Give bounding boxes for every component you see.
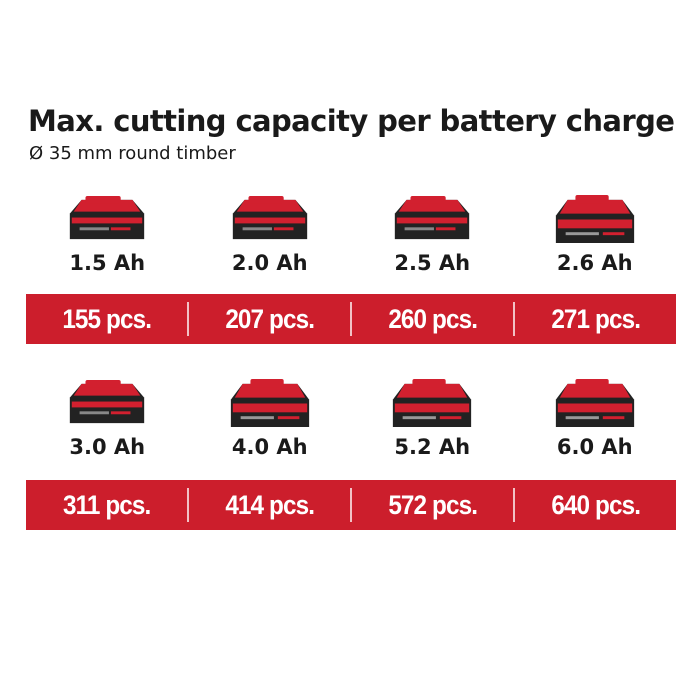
battery-card: 6.0 Ah xyxy=(514,376,677,459)
divider xyxy=(513,488,515,522)
battery-pack-icon xyxy=(232,196,307,240)
divider xyxy=(187,302,189,336)
battery-pack-icon xyxy=(555,195,634,243)
divider xyxy=(187,488,189,522)
pieces-value: 271 pcs. xyxy=(550,303,641,334)
battery-card: 2.5 Ah xyxy=(351,192,514,275)
battery-capacity: 2.6 Ah xyxy=(556,251,633,275)
pieces-value: 414 pcs. xyxy=(225,489,315,520)
battery-pack-icon xyxy=(393,379,472,427)
battery-pack-icon xyxy=(70,196,145,240)
pieces-band-2: 311 pcs. 414 pcs. 572 pcs. 640 pcs. xyxy=(26,480,676,530)
pieces-value: 260 pcs. xyxy=(388,303,478,334)
battery-card: 5.2 Ah xyxy=(351,376,514,459)
battery-capacity: 6.0 Ah xyxy=(556,435,633,459)
page-title: Max. cutting capacity per battery charge xyxy=(28,104,675,138)
divider xyxy=(350,302,352,336)
battery-row-2: 3.0 Ah 4.0 Ah 5.2 Ah 6.0 Ah xyxy=(26,376,676,459)
battery-card: 2.0 Ah xyxy=(189,192,352,275)
battery-capacity: 2.5 Ah xyxy=(394,251,471,275)
battery-pack-icon xyxy=(555,379,634,427)
pieces-value: 311 pcs. xyxy=(62,489,151,520)
battery-pack-icon xyxy=(70,380,145,424)
battery-row-1: 1.5 Ah 2.0 Ah 2.5 Ah 2.6 Ah xyxy=(26,192,676,275)
pieces-value: 640 pcs. xyxy=(550,489,641,520)
battery-card: 1.5 Ah xyxy=(26,192,189,275)
battery-card: 3.0 Ah xyxy=(26,376,189,459)
divider xyxy=(513,302,515,336)
battery-capacity: 1.5 Ah xyxy=(69,251,146,275)
battery-card: 4.0 Ah xyxy=(189,376,352,459)
battery-capacity: 5.2 Ah xyxy=(394,435,471,459)
pieces-value: 155 pcs. xyxy=(62,303,152,334)
divider xyxy=(350,488,352,522)
page-subtitle: Ø 35 mm round timber xyxy=(29,143,236,164)
battery-card: 2.6 Ah xyxy=(514,192,677,275)
battery-pack-icon xyxy=(395,196,470,240)
battery-capacity: 2.0 Ah xyxy=(231,251,308,275)
battery-pack-icon xyxy=(230,379,309,427)
pieces-value: 207 pcs. xyxy=(225,303,315,334)
pieces-value: 572 pcs. xyxy=(388,489,478,520)
pieces-band-1: 155 pcs. 207 pcs. 260 pcs. 271 pcs. xyxy=(26,294,676,344)
battery-capacity: 4.0 Ah xyxy=(231,435,308,459)
battery-capacity: 3.0 Ah xyxy=(69,435,146,459)
